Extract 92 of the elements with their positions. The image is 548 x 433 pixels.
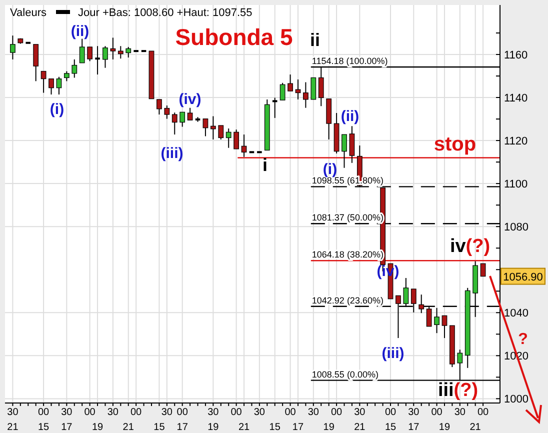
x-tick-label: 00 [330,407,343,418]
candlestick [295,78,301,100]
candlestick [10,35,16,60]
annotation: Valeurs [10,7,47,19]
annotation: ii [310,30,320,50]
candlestick [187,107,193,121]
annotation: (i) [322,161,338,178]
annotation: (i) [50,101,64,118]
x-tick-label: 00 [431,407,443,418]
candlestick [234,129,239,150]
ref-line-label: 1154.18 (100.00%) [312,56,388,66]
annotation: i [262,155,268,175]
y-tick-label: 1120 [504,136,528,148]
x-tick-label: 21 [238,422,250,433]
candlestick [180,112,186,128]
candlestick [79,38,85,64]
text: 1056.90 [503,271,543,284]
candlestick [126,46,132,58]
x-tick-label: 30 21 [7,407,19,433]
ref-line-label: 1042.92 (23.60%) [312,295,384,306]
x-tick-label: 30 [308,407,320,418]
annotation: iii(?) [438,380,478,401]
x-tick-label: 15 [154,422,166,433]
x-tick-label: 17 [292,422,304,433]
x-tick-label: 19 [92,422,104,433]
candlestick [342,134,347,168]
candlestick [72,58,78,78]
annotation: (iii) [160,145,184,162]
y-tick-label: 1100 [504,178,528,191]
annotation: (iv) [178,91,202,108]
annotation: Jour +Bas: 1008.60 +Haut: 1097.55 [78,7,252,19]
x-tick-label: 15 [269,422,281,433]
annotation: iv(?) [450,236,490,257]
x-tick-label: 00 15 [38,407,50,433]
candlestick [218,124,224,140]
candlestick [172,112,178,136]
y-tick-label: 1140 [504,92,528,105]
y-tick-label: 1000 [504,394,528,406]
x-tick-label: 21 [122,422,134,433]
candlestick [434,307,440,334]
annotation: (ii) [70,23,90,40]
text: ? [518,331,528,348]
x-tick-label: 00 [230,407,242,418]
y-tick-label: 1040 [504,308,528,320]
candlestick [310,77,316,100]
candlestick [118,46,124,60]
annotation: (iii) [382,345,404,362]
x-tick-label: 00 [477,407,490,418]
candlestick [442,315,448,339]
x-tick-label: 21 [470,422,482,433]
x-tick-label: 19 [438,422,450,433]
x-tick-label: 30 [161,407,173,418]
y-tick-label: 1080 [504,222,528,234]
candlestick [349,126,355,164]
x-tick-label: 30 [107,407,119,418]
x-tick-label: 00 15 [384,407,397,433]
candlestick [95,46,100,75]
candlestick [164,104,170,120]
candlestick [56,76,62,95]
candlestick [33,44,39,82]
candlestick [241,134,247,158]
x-tick-label: 00 [130,407,142,418]
x-tick-label: 00 [84,407,96,418]
candlestick [64,70,70,82]
annotation: (ii) [340,108,360,125]
x-tick-label: 19 [323,422,335,433]
candlestick [87,46,93,62]
candlestick [202,118,208,137]
x-tick-label: 00 [284,407,296,418]
y-tick-label: 1160 [504,49,528,62]
x-tick-label: 30 17 [408,407,420,433]
ref-line-label: 1008.55 (0.00%) [312,369,378,380]
candlestick [40,70,46,94]
candlestick [303,82,308,108]
candlestick [48,78,54,95]
x-tick-label: 30 17 [61,407,73,433]
candlestick [156,98,162,116]
candlestick [102,46,108,68]
candlestick [280,82,286,101]
candlestick [288,74,293,92]
text: Subonda 5 [175,24,293,50]
x-tick-label: 30 [454,407,466,418]
x-tick-label: 00 17 [176,407,188,433]
candlestick [210,116,216,140]
candlestick [226,128,232,148]
candlestick [110,37,116,60]
candlestick [272,97,278,118]
x-tick-label: 30 19 [208,407,220,433]
x-tick-label: 30 21 [354,407,366,433]
ref-line-label: stop [434,134,476,156]
x-tick-label: 30 [254,407,266,418]
candlestick [480,263,486,277]
